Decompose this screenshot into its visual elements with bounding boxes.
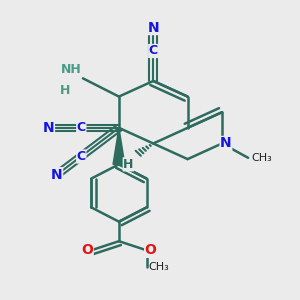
Text: H: H — [123, 158, 134, 171]
Text: NH: NH — [61, 63, 81, 76]
Text: O: O — [145, 243, 157, 257]
Text: CH₃: CH₃ — [148, 262, 169, 272]
Polygon shape — [113, 128, 125, 164]
Text: N: N — [43, 121, 54, 135]
Text: H: H — [60, 84, 70, 97]
Text: O: O — [81, 243, 93, 257]
Text: C: C — [149, 44, 158, 58]
Text: N: N — [220, 136, 232, 151]
Text: CH₃: CH₃ — [251, 153, 272, 163]
Text: C: C — [77, 122, 86, 134]
Text: N: N — [148, 20, 159, 34]
Text: C: C — [77, 150, 86, 163]
Text: N: N — [51, 168, 63, 182]
